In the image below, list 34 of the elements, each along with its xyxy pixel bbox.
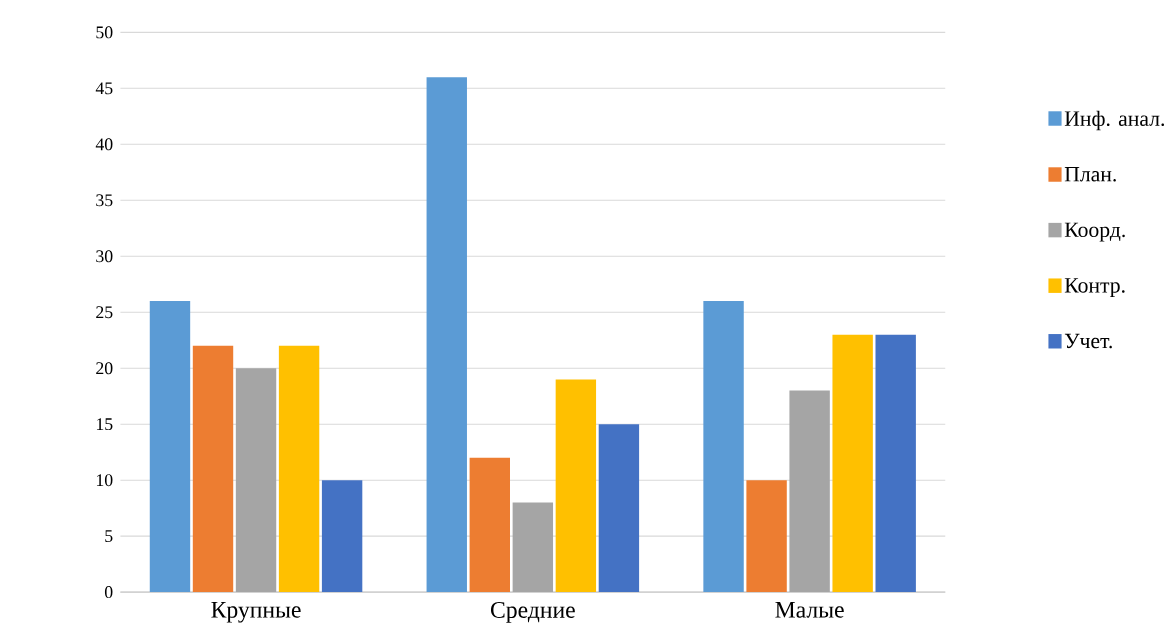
legend-label: Контр. (1064, 278, 1125, 298)
bar (789, 390, 830, 593)
x-tick-label: Крупные (211, 602, 301, 623)
y-tick-label: 5 (105, 530, 113, 543)
y-tick-label: 40 (95, 138, 113, 151)
bar (512, 502, 554, 593)
legend-label: План. (1064, 167, 1116, 182)
bar (469, 457, 510, 593)
x-tick-label: Средние (490, 602, 575, 623)
legend-label: Учет. (1064, 334, 1112, 349)
y-tick-label: 0 (104, 586, 113, 599)
legend-label: Инф. анал. (1064, 110, 1165, 131)
y-tick-label: 45 (95, 82, 113, 95)
bar (832, 334, 873, 593)
bar (278, 346, 320, 593)
y-tick-label: 15 (96, 418, 113, 431)
y-tick-label: 20 (96, 362, 113, 375)
bar (321, 480, 363, 593)
y-tick-label: 30 (96, 250, 113, 263)
bar (192, 346, 234, 593)
bar (703, 301, 744, 593)
y-tick-label: 10 (96, 474, 113, 487)
y-tick-label: 25 (96, 306, 113, 319)
bar (555, 379, 597, 593)
y-tick-label: 50 (96, 26, 113, 39)
bar (235, 368, 277, 593)
bar (875, 334, 916, 593)
y-tick-label: 35 (96, 194, 113, 207)
bar (149, 301, 191, 593)
bar (598, 424, 640, 593)
bar (746, 480, 787, 593)
legend-label: Коорд. (1064, 222, 1125, 242)
x-tick-label: Малые (775, 602, 844, 618)
bar (426, 77, 467, 593)
